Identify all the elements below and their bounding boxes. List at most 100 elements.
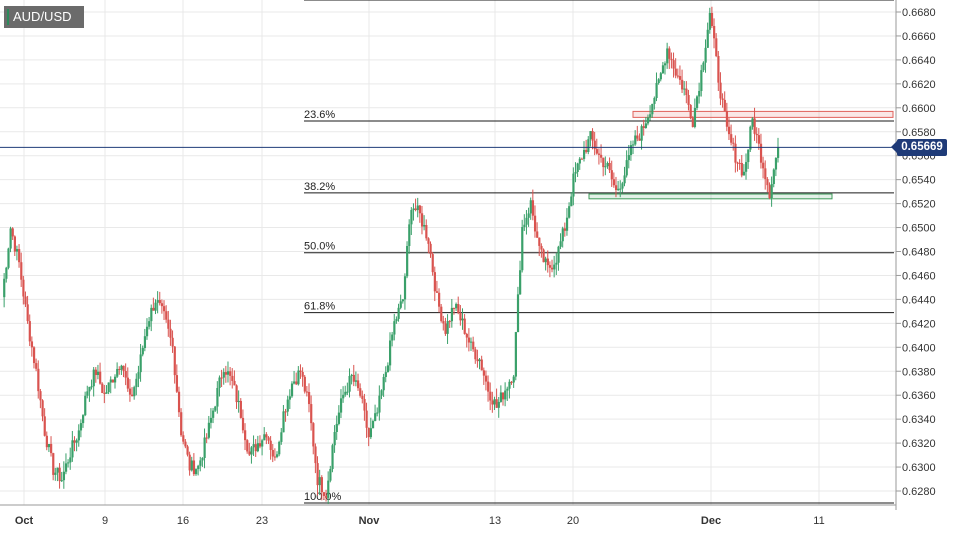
candle-down xyxy=(267,437,270,441)
candle-down xyxy=(721,98,724,100)
candle-down xyxy=(192,460,196,475)
candle-down xyxy=(269,440,272,450)
candle-down xyxy=(284,411,287,413)
candle-down xyxy=(563,228,567,231)
candle-up xyxy=(60,480,63,482)
candle-down xyxy=(602,157,605,168)
candle-down xyxy=(719,82,722,99)
candle-down xyxy=(241,417,245,431)
candle-up xyxy=(512,376,515,383)
candle-up xyxy=(203,437,206,458)
candle-up xyxy=(222,372,225,378)
candle-up xyxy=(145,326,149,337)
candle-up xyxy=(282,411,285,433)
candle-down xyxy=(314,446,317,464)
candle-up xyxy=(578,158,581,164)
candle-down xyxy=(536,231,539,238)
candle-down xyxy=(678,76,682,80)
candle-up xyxy=(263,434,266,441)
candle-down xyxy=(365,410,368,428)
candle-up xyxy=(88,386,91,392)
candle-up xyxy=(212,410,215,418)
candle-down xyxy=(444,323,447,334)
resistance-zone xyxy=(632,110,894,118)
candle-down xyxy=(676,75,680,77)
candle-down xyxy=(759,143,763,163)
candle-up xyxy=(493,399,496,405)
candle-down xyxy=(732,142,735,144)
candle-down xyxy=(757,135,761,144)
fib-label: 50.0% xyxy=(304,241,335,253)
x-tick-label: Dec xyxy=(701,515,721,527)
candle-up xyxy=(376,412,379,414)
candle-up xyxy=(698,90,701,97)
candle-up xyxy=(79,423,83,431)
candle-up xyxy=(82,415,85,424)
candle-up xyxy=(704,47,707,63)
candle-down xyxy=(476,359,479,362)
candle-down xyxy=(764,168,767,180)
candle-down xyxy=(597,153,601,155)
candle-up xyxy=(113,376,117,383)
candle-up xyxy=(423,225,426,227)
candle-down xyxy=(414,208,417,211)
candle-down xyxy=(538,237,541,246)
candle-up xyxy=(627,155,630,161)
candle-down xyxy=(548,265,552,268)
candle-down xyxy=(730,134,733,143)
candle-up xyxy=(331,445,334,470)
candle-up xyxy=(67,462,70,464)
candle-down xyxy=(186,446,189,455)
candle-up xyxy=(397,307,400,319)
candle-down xyxy=(474,349,477,360)
candle-up xyxy=(250,447,253,455)
candle-down xyxy=(103,393,106,395)
candle-down xyxy=(636,135,639,139)
candle-up xyxy=(133,387,136,397)
candle-up xyxy=(197,465,200,470)
candle-up xyxy=(403,276,407,300)
candle-up xyxy=(553,264,556,270)
candle-up xyxy=(604,166,607,168)
candle-down xyxy=(717,56,720,83)
y-tick-label: 0.6420 xyxy=(902,318,936,330)
y-tick-label: 0.6360 xyxy=(902,390,936,402)
candle-up xyxy=(629,145,633,156)
candle-down xyxy=(99,371,102,384)
candle-down xyxy=(608,162,611,171)
candle-down xyxy=(188,454,191,471)
candle-up xyxy=(634,135,637,145)
candle-up xyxy=(606,162,609,167)
y-tick-label: 0.6460 xyxy=(902,270,936,282)
candle-up xyxy=(382,376,385,391)
candle-up xyxy=(201,457,204,461)
y-tick-label: 0.6520 xyxy=(902,199,936,211)
symbol-label[interactable]: AUD/USD xyxy=(4,6,84,28)
candle-up xyxy=(774,157,778,170)
candle-down xyxy=(248,451,251,455)
candle-down xyxy=(457,304,460,313)
fib-label: 61.8% xyxy=(304,301,335,313)
candle-down xyxy=(13,236,16,252)
candle-up xyxy=(393,321,396,335)
candle-up xyxy=(583,149,586,159)
candle-down xyxy=(316,463,319,486)
fib-label: 23.6% xyxy=(304,109,335,121)
candle-up xyxy=(559,241,562,247)
candle-down xyxy=(361,395,364,399)
candle-down xyxy=(235,385,238,403)
candle-up xyxy=(148,321,151,327)
candle-down xyxy=(595,149,598,154)
candle-down xyxy=(177,391,181,413)
candle-up xyxy=(226,371,230,375)
y-tick-label: 0.6300 xyxy=(902,462,936,474)
y-tick-label: 0.6540 xyxy=(902,175,936,187)
candle-down xyxy=(463,318,466,334)
candle-down xyxy=(585,149,588,153)
candle-up xyxy=(84,395,87,416)
candle-down xyxy=(128,388,132,395)
candle-down xyxy=(28,321,31,342)
candle-down xyxy=(501,392,505,400)
candle-down xyxy=(184,441,187,447)
